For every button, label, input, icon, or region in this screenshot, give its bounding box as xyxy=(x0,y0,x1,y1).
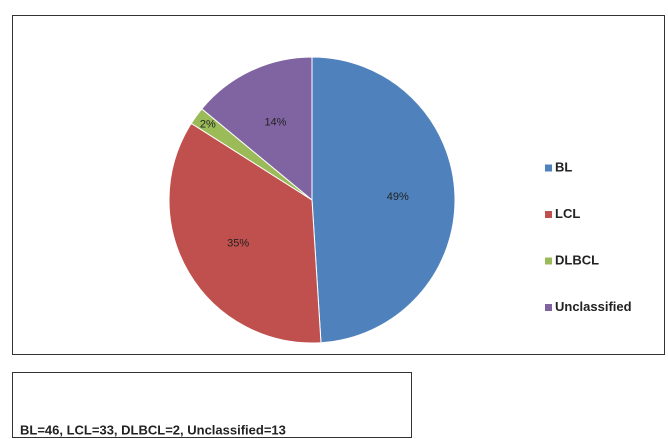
pie-slice xyxy=(201,56,313,202)
legend-marker xyxy=(545,211,552,218)
data-label: 49% xyxy=(387,191,409,203)
legend-marker xyxy=(545,304,552,311)
footnote: BL=46, LCL=33, DLBCL=2, Unclassified=13 xyxy=(20,422,286,437)
pie-slice xyxy=(168,122,322,344)
legend-label: DLBCL xyxy=(555,252,599,267)
data-label: 14% xyxy=(264,116,286,128)
data-label: 35% xyxy=(227,238,249,250)
data-label: 2% xyxy=(200,118,216,130)
legend-label: Unclassified xyxy=(555,299,632,314)
pie-slice xyxy=(311,56,456,344)
legend-marker xyxy=(545,257,552,265)
legend-marker xyxy=(545,164,552,172)
legend-label: LCL xyxy=(555,206,580,221)
legend-label: BL xyxy=(555,159,572,174)
footnote-box xyxy=(12,372,412,438)
